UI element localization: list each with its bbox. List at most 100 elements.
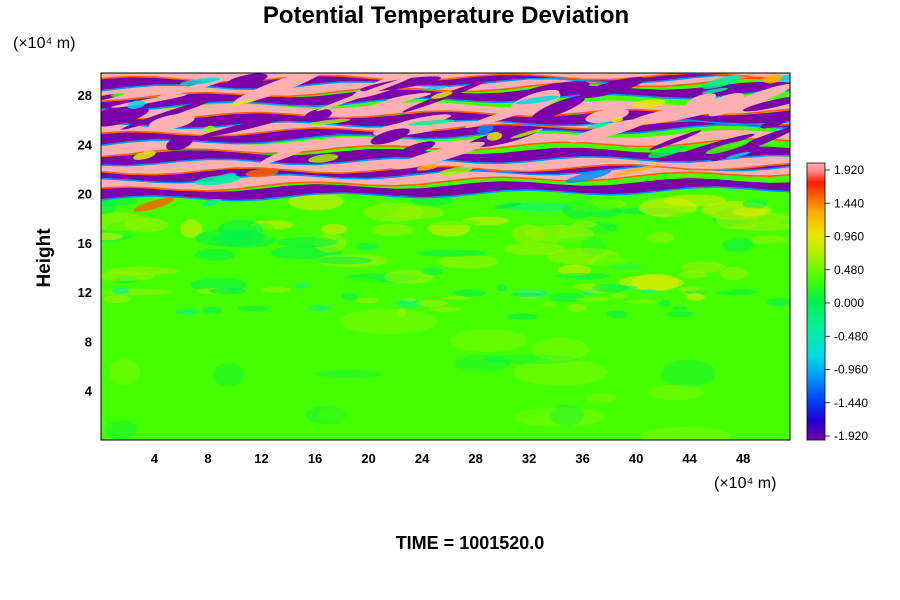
field-streak: [632, 99, 666, 109]
field-streak: [133, 197, 175, 212]
y-tick-label: 12: [78, 285, 92, 300]
field-patch: [419, 219, 482, 226]
field-streak: [245, 168, 279, 178]
field-streak: [416, 164, 439, 171]
field-patch: [647, 384, 704, 401]
field-streak: [568, 118, 650, 143]
field-patch: [294, 283, 308, 289]
field-band: [101, 154, 790, 175]
field-patch: [504, 242, 566, 256]
field-streak: [711, 126, 790, 162]
field-streak: [500, 102, 540, 116]
field-band-edge: [101, 124, 790, 147]
field-patch: [530, 337, 590, 361]
field-patch: [185, 379, 235, 397]
field-patch: [276, 237, 338, 248]
field-patch: [627, 299, 657, 304]
field-streak: [179, 77, 221, 86]
x-tick-label: 40: [629, 451, 643, 466]
field-band: [101, 99, 790, 120]
field-streak: [391, 141, 485, 170]
field-streak: [510, 128, 543, 139]
field-patch: [339, 308, 437, 335]
field-patch: [305, 295, 333, 302]
x-tick-label: 24: [415, 451, 430, 466]
field-streak: [438, 166, 473, 176]
field-patch: [305, 406, 347, 425]
y-axis-label: Height: [34, 228, 55, 288]
field-streak: [233, 73, 326, 105]
field-patch: [102, 401, 171, 413]
x-axis-unit: (×10⁴ m): [714, 475, 776, 492]
field-streak: [121, 97, 216, 130]
field-streak: [486, 132, 503, 141]
chart-title: Potential Temperature Deviation: [263, 2, 629, 29]
field-patch: [384, 269, 434, 284]
field-patch: [136, 341, 215, 361]
y-axis-ticks: 4 8 12 16 20 24 28: [78, 88, 93, 399]
field-patch: [320, 223, 348, 235]
field-patch: [240, 295, 263, 300]
x-tick-label: 32: [522, 451, 536, 466]
field-patch: [631, 273, 680, 292]
field-band-edge: [101, 171, 790, 192]
field-patch: [441, 296, 471, 300]
field-streak: [393, 114, 452, 128]
field-patch: [341, 330, 419, 355]
field-patch: [436, 254, 500, 269]
field-patch: [449, 329, 527, 352]
field-patch: [454, 354, 511, 373]
y-tick-label: 16: [78, 236, 92, 251]
field-patch: [685, 345, 782, 368]
field-patch: [572, 221, 598, 228]
field-patch: [356, 423, 413, 438]
colorbar-ticks: 1.920 1.440 0.960 0.480 0.000 -0.480 -0.960 -1.…: [825, 163, 868, 443]
field-patch: [416, 299, 448, 307]
field-patch: [354, 297, 380, 303]
field-band-edge: [101, 74, 790, 92]
field-patch: [212, 363, 245, 387]
field-streak: [647, 144, 687, 159]
field-patch: [180, 219, 203, 238]
field-patch: [680, 261, 726, 273]
field-patch: [101, 342, 179, 353]
colorbar-tick-label: 1.920: [834, 163, 864, 177]
field-patch: [545, 313, 577, 326]
field-patch: [591, 283, 629, 293]
field-patch: [640, 427, 732, 440]
field-patch: [339, 426, 399, 440]
colorbar-tick-label: 1.440: [834, 196, 864, 210]
field-patch: [506, 313, 539, 320]
field-streak: [127, 100, 146, 109]
field-patch: [496, 283, 508, 292]
field-streak: [110, 92, 125, 97]
field-streak: [198, 116, 289, 138]
field-band-edge: [179, 73, 212, 74]
field-patch: [112, 287, 129, 295]
field-patch: [202, 307, 222, 314]
field-patch: [686, 293, 705, 301]
field-patch: [103, 295, 131, 304]
field-patch: [261, 286, 291, 293]
field-patch: [482, 354, 579, 365]
field-patch: [731, 222, 790, 231]
field-streak: [316, 76, 413, 112]
field-patch: [728, 425, 770, 440]
colorbar-tick-label: -1.440: [834, 396, 868, 410]
field-streak: [701, 87, 729, 94]
field-streak: [579, 77, 646, 99]
field-patch: [594, 254, 666, 272]
field-patch: [237, 306, 270, 311]
y-tick-label: 20: [78, 187, 92, 202]
colorbar-tick-label: -1.920: [834, 429, 868, 443]
x-tick-label: 36: [575, 451, 589, 466]
field-patch: [504, 202, 576, 212]
field-patch: [745, 241, 790, 262]
field-patch: [731, 207, 767, 217]
field-band: [101, 178, 790, 201]
field-band: [101, 130, 790, 157]
field-patch: [209, 287, 247, 295]
field-patch: [429, 306, 462, 312]
field-streak: [407, 119, 455, 126]
